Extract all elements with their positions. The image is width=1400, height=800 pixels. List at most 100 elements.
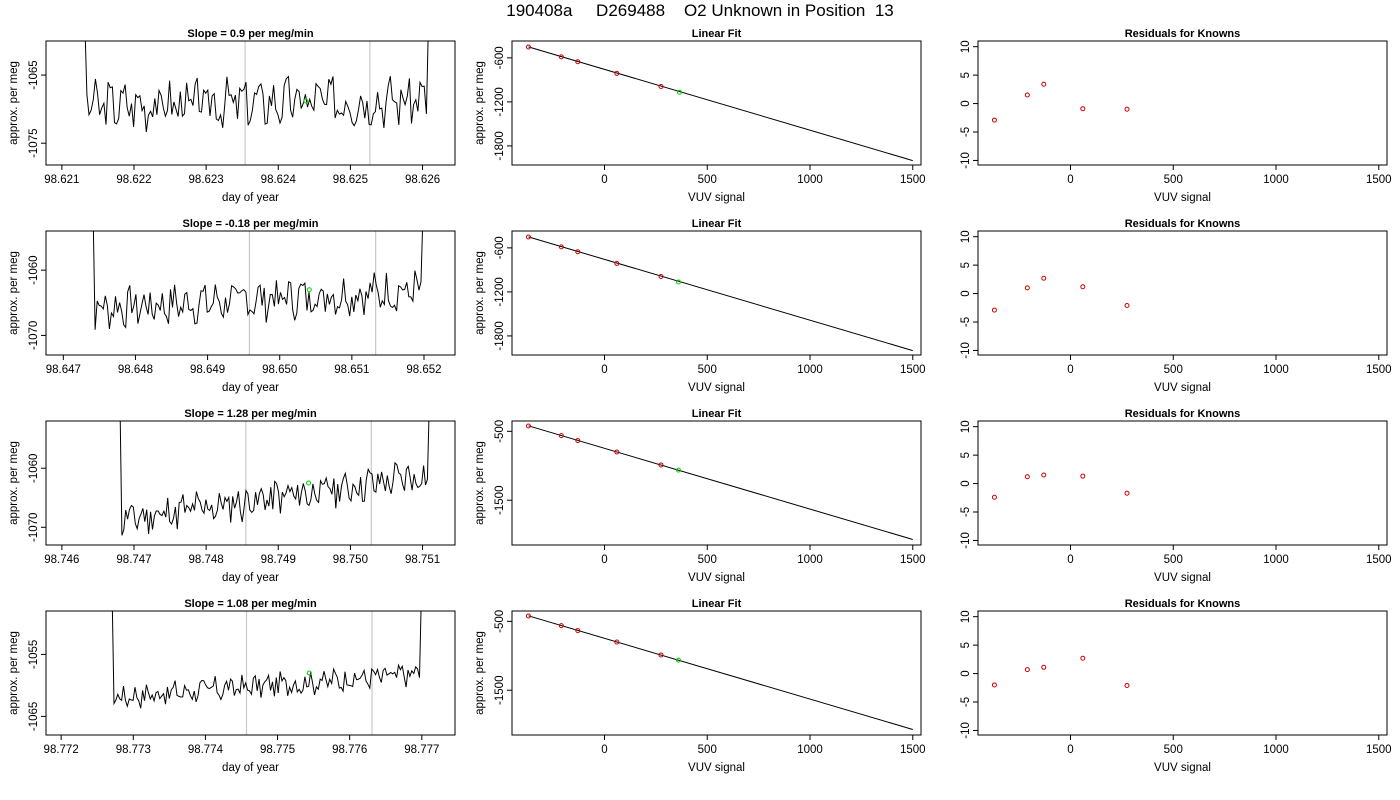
x-tick-label: 0 bbox=[601, 174, 607, 186]
known-point bbox=[575, 249, 581, 255]
known-point bbox=[614, 639, 620, 645]
x-tick-label: 0 bbox=[1067, 554, 1073, 566]
panel-title: Linear Fit bbox=[692, 598, 742, 610]
residual-point bbox=[991, 117, 997, 123]
y-tick-label: 0 bbox=[960, 290, 972, 296]
x-tick-label: 500 bbox=[698, 744, 717, 756]
x-tick-label: 500 bbox=[1164, 174, 1183, 186]
y-tick-label: -10 bbox=[960, 722, 972, 739]
residual-point bbox=[1024, 474, 1030, 480]
residual-point bbox=[1124, 303, 1130, 309]
x-axis-label: VUV signal bbox=[1154, 762, 1211, 774]
y-tick-label: -5 bbox=[960, 127, 972, 137]
unknown-point bbox=[306, 480, 312, 486]
plot-frame bbox=[511, 230, 922, 356]
x-axis-label: day of year bbox=[222, 572, 279, 584]
panel-title: Residuals for Knowns bbox=[1125, 28, 1241, 40]
plot-area bbox=[84, 41, 429, 165]
x-axis-label: day of year bbox=[222, 762, 279, 774]
y-tick-label: -1800 bbox=[494, 131, 506, 160]
signal-trace bbox=[84, 41, 429, 132]
x-tick-label: 1500 bbox=[900, 364, 926, 376]
residual-point bbox=[991, 307, 997, 313]
x-tick-label: 1000 bbox=[797, 554, 823, 566]
x-tick-label: 98.772 bbox=[44, 744, 79, 756]
known-point bbox=[658, 83, 664, 89]
known-point bbox=[558, 54, 564, 60]
x-tick-label: 98.747 bbox=[116, 554, 151, 566]
y-tick-label: 10 bbox=[960, 610, 972, 623]
unknown-point bbox=[306, 670, 312, 676]
x-tick-label: 1500 bbox=[1366, 174, 1392, 186]
x-tick-label: 0 bbox=[1067, 744, 1073, 756]
panel-title: Linear Fit bbox=[692, 218, 742, 230]
signal-trace bbox=[92, 231, 423, 330]
signal-trace bbox=[111, 611, 422, 709]
x-axis-label: VUV signal bbox=[688, 382, 745, 394]
x-tick-label: 1000 bbox=[1263, 554, 1289, 566]
x-tick-label: 500 bbox=[1164, 364, 1183, 376]
x-axis-label: VUV signal bbox=[688, 572, 745, 584]
panel-title: Slope = 1.08 per meg/min bbox=[184, 598, 317, 610]
y-axis-label: approx. per meg bbox=[474, 61, 486, 145]
y-tick-label: -1070 bbox=[28, 513, 40, 542]
x-tick-label: 0 bbox=[1067, 364, 1073, 376]
y-tick-label: -1800 bbox=[494, 321, 506, 350]
panel-title: Slope = -0.18 per meg/min bbox=[182, 218, 318, 230]
y-tick-label: 0 bbox=[960, 100, 972, 106]
residual-point bbox=[1024, 92, 1030, 98]
x-tick-label: 98.651 bbox=[334, 364, 369, 376]
x-axis-label: VUV signal bbox=[1154, 572, 1211, 584]
x-axis-label: VUV signal bbox=[1154, 382, 1211, 394]
x-tick-label: 1000 bbox=[797, 174, 823, 186]
fit-line bbox=[528, 236, 913, 352]
y-tick-label: -5 bbox=[960, 697, 972, 707]
x-tick-label: 98.648 bbox=[118, 364, 153, 376]
plot-area bbox=[991, 81, 1130, 123]
y-tick-label: -1055 bbox=[28, 640, 40, 669]
panel-title: Slope = 0.9 per meg/min bbox=[187, 28, 314, 40]
panel-row2-mid: Linear Fit 0 500 1000 1500 -600 -1200 -1800 VUV … bbox=[474, 218, 926, 394]
residual-point bbox=[1080, 106, 1086, 112]
x-tick-label: 1000 bbox=[797, 364, 823, 376]
y-tick-label: 5 bbox=[960, 452, 972, 458]
y-tick-label: -1065 bbox=[28, 60, 40, 89]
y-tick-label: 10 bbox=[960, 230, 972, 243]
y-tick-label: -1200 bbox=[494, 277, 506, 306]
panel-row1-right: Residuals for Knowns 0 500 1000 1500 10 5 0 -5 -1… bbox=[960, 28, 1392, 204]
x-tick-label: 500 bbox=[698, 364, 717, 376]
panel-title: Slope = 1.28 per meg/min bbox=[184, 408, 317, 420]
y-tick-label: -10 bbox=[960, 152, 972, 169]
y-tick-label: -1060 bbox=[28, 454, 40, 483]
x-tick-label: 1500 bbox=[1366, 364, 1392, 376]
x-axis-label: day of year bbox=[222, 192, 279, 204]
known-point bbox=[525, 613, 531, 619]
y-axis-label: approx. per meg bbox=[474, 251, 486, 335]
x-tick-label: 98.773 bbox=[116, 744, 151, 756]
x-tick-label: 1000 bbox=[797, 744, 823, 756]
panel-title: Linear Fit bbox=[692, 28, 742, 40]
x-tick-label: 0 bbox=[601, 364, 607, 376]
y-tick-label: 10 bbox=[960, 420, 972, 433]
panel-row2-right: Residuals for Knowns 0 500 1000 1500 10 5 0 -5 -1… bbox=[960, 218, 1392, 394]
fit-line bbox=[528, 46, 913, 162]
x-tick-label: 98.647 bbox=[46, 364, 81, 376]
residual-point bbox=[1080, 284, 1086, 290]
plot-frame bbox=[45, 230, 456, 356]
unknown-point bbox=[677, 89, 683, 95]
x-tick-label: 98.650 bbox=[262, 364, 297, 376]
known-point bbox=[575, 59, 581, 65]
y-tick-label: -1075 bbox=[28, 128, 40, 157]
y-axis-label: approx. per meg bbox=[8, 251, 20, 335]
residual-point bbox=[1041, 81, 1047, 87]
plot-frame bbox=[977, 40, 1388, 166]
x-tick-label: 98.621 bbox=[44, 174, 79, 186]
x-tick-label: 1500 bbox=[1366, 744, 1392, 756]
y-axis-label: approx. per meg bbox=[8, 61, 20, 145]
x-tick-label: 98.750 bbox=[333, 554, 368, 566]
known-point bbox=[575, 628, 581, 634]
plot-frame bbox=[45, 40, 456, 166]
signal-trace bbox=[119, 421, 430, 536]
x-axis-label: day of year bbox=[222, 382, 279, 394]
